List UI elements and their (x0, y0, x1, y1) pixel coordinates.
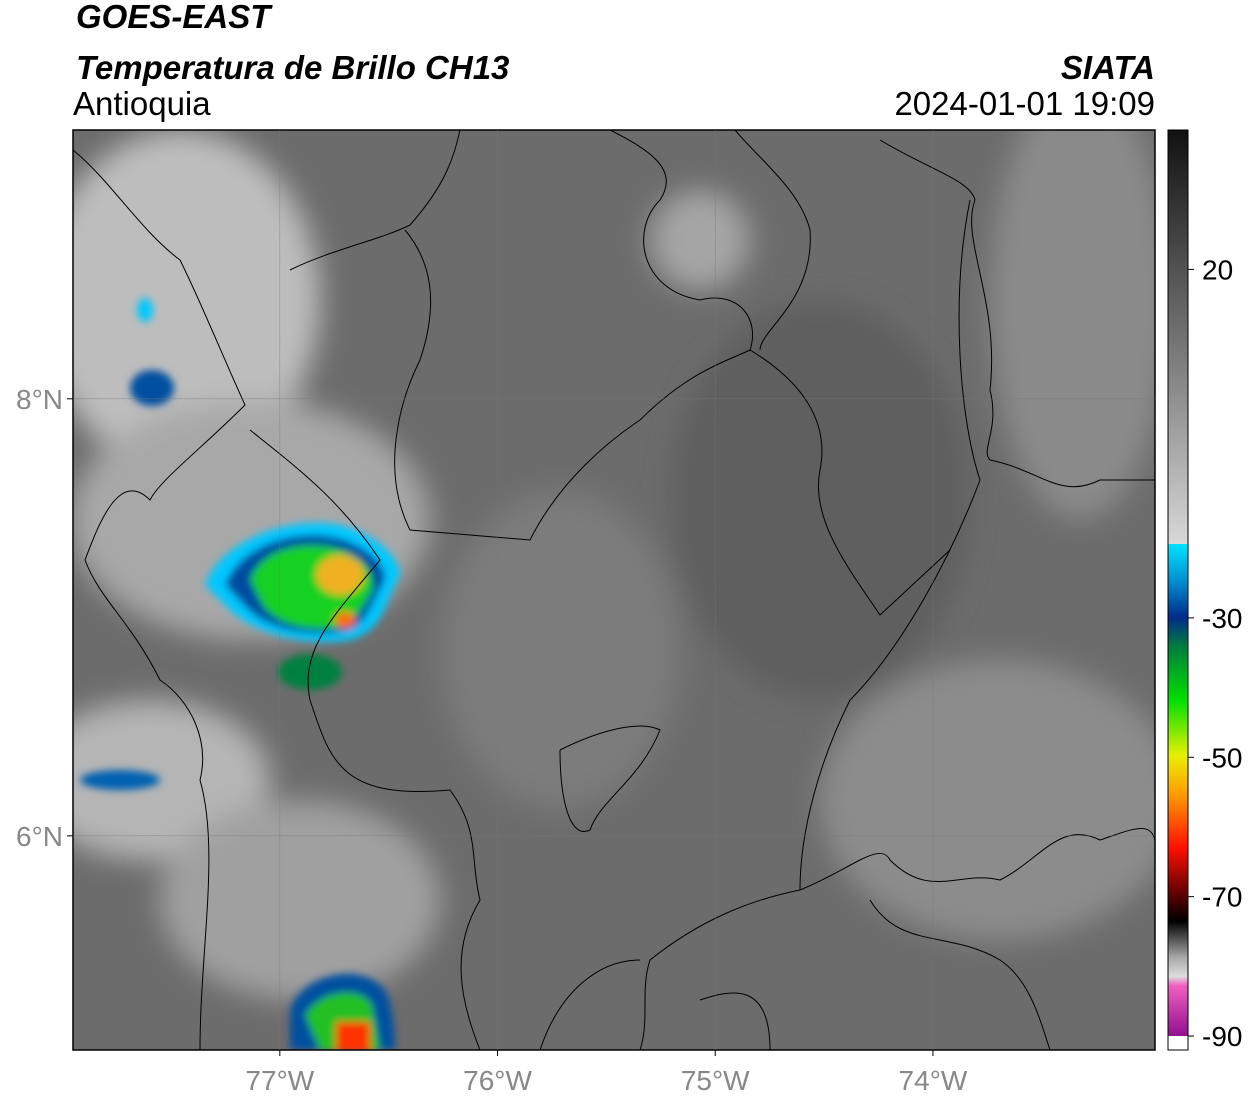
colorbar-label: -50 (1202, 742, 1242, 773)
lat-label: 8°N (16, 384, 63, 415)
satellite: GOES-EAST (76, 0, 273, 35)
datetime: 2024-01-01 19:09 (894, 85, 1155, 122)
lon-label: 75°W (681, 1065, 750, 1096)
lon-label: 74°W (899, 1065, 968, 1096)
boundaries (73, 130, 1155, 1050)
map-frame (72, 129, 1156, 1051)
colorbar-label: -70 (1202, 882, 1242, 913)
colorbar-label: -30 (1202, 603, 1242, 634)
colorbar-label: 20 (1202, 254, 1233, 285)
region: Antioquia (73, 85, 211, 122)
lon-label: 77°W (245, 1065, 314, 1096)
lon-label: 76°W (463, 1065, 532, 1096)
colorbar (1167, 129, 1189, 1051)
lat-label: 6°N (16, 821, 63, 852)
product: Temperatura de Brillo CH13 (76, 49, 509, 86)
colorbar-label: -90 (1202, 1021, 1242, 1052)
satellite-image (73, 130, 1155, 1050)
agency: SIATA (1061, 49, 1155, 86)
